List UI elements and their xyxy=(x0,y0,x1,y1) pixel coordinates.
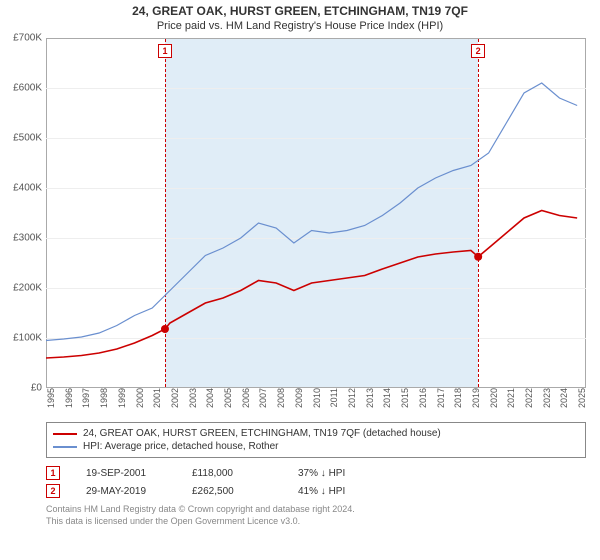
x-tick-label: 2002 xyxy=(166,388,180,408)
footer: Contains HM Land Registry data © Crown c… xyxy=(46,504,586,527)
legend-label: HPI: Average price, detached house, Roth… xyxy=(83,441,279,452)
footer-licence: This data is licensed under the Open Gov… xyxy=(46,516,586,528)
x-tick-label: 2012 xyxy=(343,388,357,408)
sale-id-box: 2 xyxy=(46,484,60,498)
legend-row: 24, GREAT OAK, HURST GREEN, ETCHINGHAM, … xyxy=(53,427,579,440)
x-tick-label: 2010 xyxy=(308,388,322,408)
x-tick-label: 2008 xyxy=(272,388,286,408)
series-hpi xyxy=(46,83,577,341)
sale-dot xyxy=(474,253,482,261)
sale-dot xyxy=(161,325,169,333)
titles: 24, GREAT OAK, HURST GREEN, ETCHINGHAM, … xyxy=(0,0,600,34)
y-tick-label: £100K xyxy=(13,333,46,344)
x-tick-label: 2025 xyxy=(573,388,587,408)
y-tick-label: £300K xyxy=(13,233,46,244)
x-tick-label: 2015 xyxy=(396,388,410,408)
y-tick-label: £700K xyxy=(13,33,46,44)
x-tick-label: 1996 xyxy=(60,388,74,408)
y-tick-label: £600K xyxy=(13,83,46,94)
x-tick-label: 2018 xyxy=(449,388,463,408)
x-tick-label: 2003 xyxy=(184,388,198,408)
y-tick-label: £500K xyxy=(13,133,46,144)
series-property xyxy=(46,211,577,359)
x-tick-label: 2011 xyxy=(325,388,339,407)
legend-row: HPI: Average price, detached house, Roth… xyxy=(53,440,579,453)
x-tick-label: 2019 xyxy=(467,388,481,408)
legend-label: 24, GREAT OAK, HURST GREEN, ETCHINGHAM, … xyxy=(83,428,441,439)
legend-swatch xyxy=(53,433,77,435)
y-tick-label: £400K xyxy=(13,183,46,194)
x-tick-label: 2024 xyxy=(555,388,569,408)
sale-pct: 37% ↓ HPI xyxy=(298,468,378,479)
chart-area: £0£100K£200K£300K£400K£500K£600K£700K199… xyxy=(46,38,586,388)
title-subtitle: Price paid vs. HM Land Registry's House … xyxy=(10,20,590,32)
x-tick-label: 2017 xyxy=(432,388,446,408)
x-tick-label: 2022 xyxy=(520,388,534,408)
x-tick-label: 2016 xyxy=(414,388,428,408)
sale-row: 1 19-SEP-2001 £118,000 37% ↓ HPI xyxy=(46,464,586,482)
x-tick-label: 2013 xyxy=(361,388,375,408)
x-tick-label: 2006 xyxy=(237,388,251,408)
y-tick-label: £200K xyxy=(13,283,46,294)
x-tick-label: 1998 xyxy=(95,388,109,408)
sale-row: 2 29-MAY-2019 £262,500 41% ↓ HPI xyxy=(46,482,586,500)
x-tick-label: 1995 xyxy=(42,388,56,408)
sale-date: 19-SEP-2001 xyxy=(86,468,166,479)
x-tick-label: 2000 xyxy=(131,388,145,408)
legend: 24, GREAT OAK, HURST GREEN, ETCHINGHAM, … xyxy=(46,422,586,458)
sale-date: 29-MAY-2019 xyxy=(86,486,166,497)
chart-container: 24, GREAT OAK, HURST GREEN, ETCHINGHAM, … xyxy=(0,0,600,560)
x-tick-label: 2014 xyxy=(378,388,392,408)
x-tick-label: 2020 xyxy=(485,388,499,408)
series-svg xyxy=(46,38,586,388)
title-address: 24, GREAT OAK, HURST GREEN, ETCHINGHAM, … xyxy=(10,4,590,18)
x-tick-label: 2023 xyxy=(538,388,552,408)
x-tick-label: 2005 xyxy=(219,388,233,408)
sale-pct: 41% ↓ HPI xyxy=(298,486,378,497)
x-tick-label: 1999 xyxy=(113,388,127,408)
legend-swatch xyxy=(53,446,77,448)
x-tick-label: 2004 xyxy=(201,388,215,408)
x-tick-label: 2021 xyxy=(502,388,516,408)
x-tick-label: 1997 xyxy=(77,388,91,408)
x-tick-label: 2009 xyxy=(290,388,304,408)
sale-price: £118,000 xyxy=(192,468,272,479)
sale-price: £262,500 xyxy=(192,486,272,497)
sales-table: 1 19-SEP-2001 £118,000 37% ↓ HPI 2 29-MAY-201… xyxy=(46,464,586,500)
x-tick-label: 2001 xyxy=(148,388,162,408)
sale-id-box: 1 xyxy=(46,466,60,480)
footer-copyright: Contains HM Land Registry data © Crown c… xyxy=(46,504,586,516)
x-tick-label: 2007 xyxy=(254,388,268,408)
